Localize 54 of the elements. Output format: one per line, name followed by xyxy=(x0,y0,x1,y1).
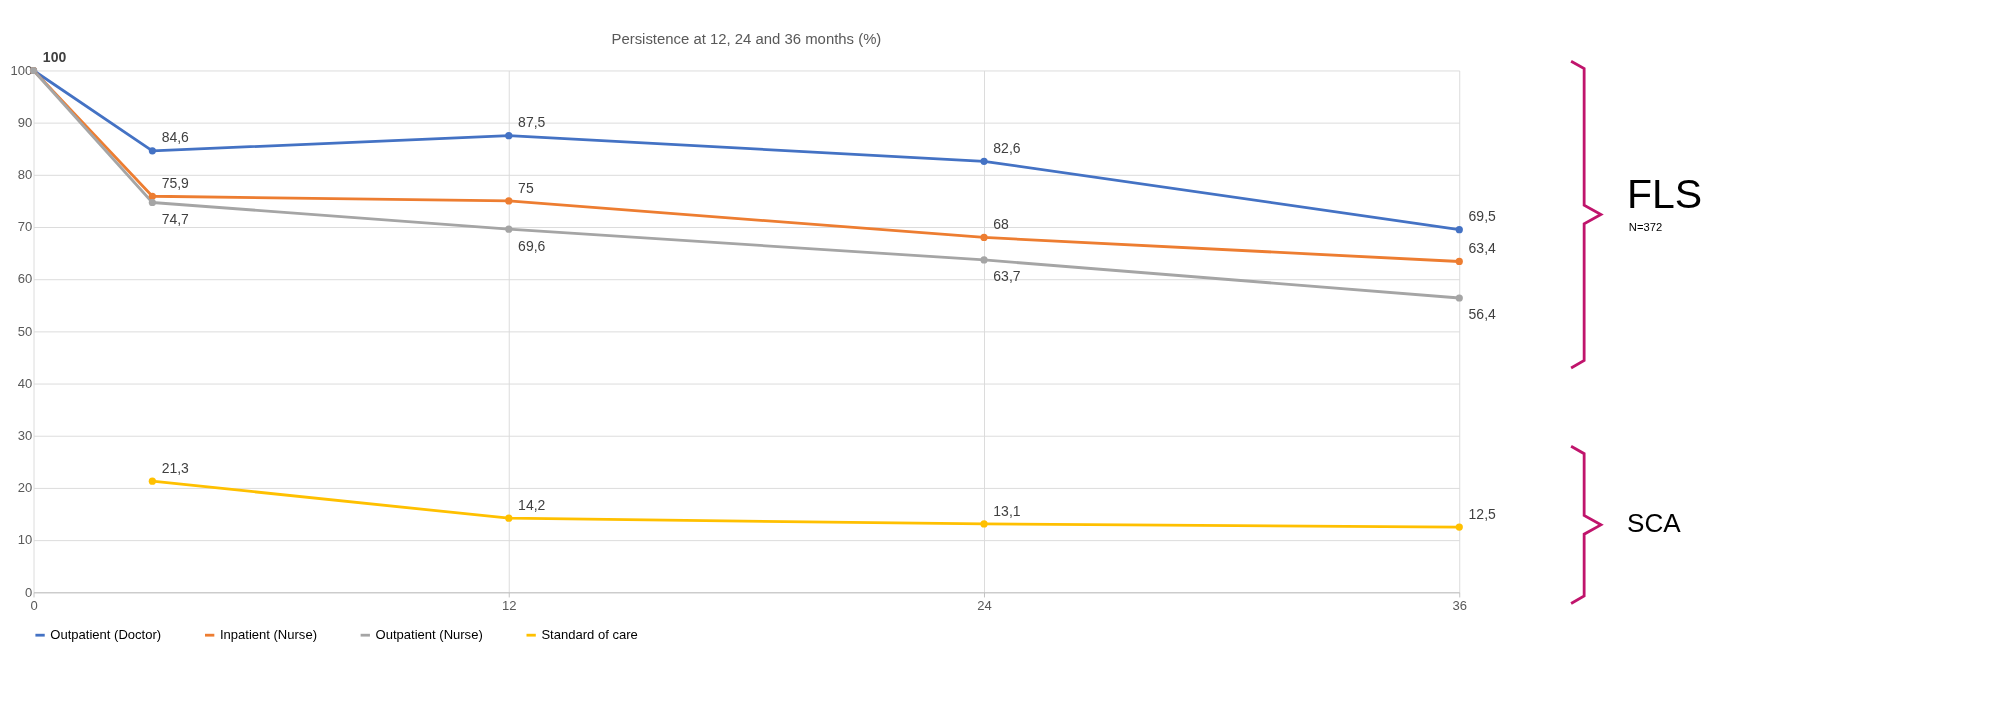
chart-title: Persistence at 12, 24 and 36 months (%) xyxy=(611,31,882,48)
point xyxy=(148,477,156,485)
y-tick-label: 20 xyxy=(17,480,33,496)
point xyxy=(1455,294,1463,302)
y-tick-label: 80 xyxy=(17,167,33,183)
legend-label: Inpatient (Nurse) xyxy=(219,626,317,642)
data-label: 100 xyxy=(42,49,67,66)
data-label: 68 xyxy=(993,216,1010,233)
legend-label: Standard of care xyxy=(541,626,638,642)
text: FLS xyxy=(1627,171,1703,218)
point xyxy=(1455,226,1463,234)
point xyxy=(980,233,988,242)
point xyxy=(505,514,513,522)
y-tick-label: 10 xyxy=(17,532,33,548)
data-label: 63,4 xyxy=(1468,240,1497,257)
data-label: 12,5 xyxy=(1468,505,1497,522)
point xyxy=(148,192,156,200)
text: SCA xyxy=(1627,508,1682,539)
data-label: 74,7 xyxy=(161,210,190,227)
data-label: 13,1 xyxy=(993,502,1021,519)
y-tick-label: 30 xyxy=(17,427,33,443)
data-label: 21,3 xyxy=(161,459,190,476)
data-label: 14,2 xyxy=(518,496,546,513)
x-tick-label: 12 xyxy=(502,597,517,613)
y-tick-label: 0 xyxy=(24,584,33,600)
y-tick-label: 60 xyxy=(17,271,33,287)
data-label: 87,5 xyxy=(518,114,546,131)
y-tick-label: 70 xyxy=(17,219,33,235)
x-tick-label: 36 xyxy=(1452,597,1467,613)
legend-label: Outpatient (Doctor) xyxy=(50,626,162,642)
point xyxy=(1455,257,1463,266)
y-tick-label: 50 xyxy=(17,323,33,339)
point xyxy=(505,225,513,233)
point xyxy=(1455,523,1463,531)
text: N=372 xyxy=(1628,221,1663,234)
data-label: 69,5 xyxy=(1468,208,1497,225)
data-label: 69,6 xyxy=(518,237,546,254)
y-tick-label: 40 xyxy=(17,375,33,391)
point xyxy=(505,132,513,140)
data-label: 63,7 xyxy=(993,268,1021,285)
point xyxy=(980,520,988,528)
data-label: 75,9 xyxy=(161,174,190,191)
x-tick-label: 24 xyxy=(977,597,992,613)
point xyxy=(980,256,988,264)
point xyxy=(148,147,156,155)
point xyxy=(505,197,513,205)
legend-label: Outpatient (Nurse) xyxy=(375,626,483,642)
data-label: 84,6 xyxy=(161,129,190,146)
data-label: 75 xyxy=(518,179,534,196)
data-label: 56,4 xyxy=(1468,306,1497,323)
point xyxy=(148,198,156,207)
point xyxy=(980,157,988,165)
data-label: 82,6 xyxy=(993,139,1021,156)
y-tick-label: 90 xyxy=(17,114,33,130)
